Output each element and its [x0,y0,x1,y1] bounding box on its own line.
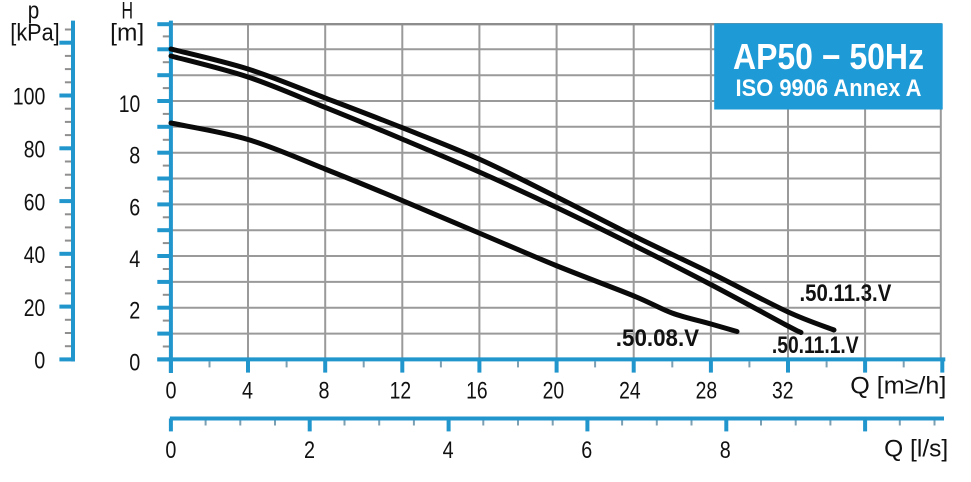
svg-text:28: 28 [696,377,718,404]
svg-text:4: 4 [443,437,454,464]
svg-text:2: 2 [304,437,315,464]
svg-text:0: 0 [165,437,176,464]
svg-text:Q [l/s]: Q [l/s] [884,436,948,463]
svg-text:8: 8 [319,377,330,404]
svg-text:8: 8 [720,437,731,464]
svg-text:ISO 9906 Annex A: ISO 9906 Annex A [736,75,922,102]
svg-text:H: H [121,0,133,25]
svg-text:[m]: [m] [110,20,144,47]
svg-text:.50.11.1.V: .50.11.1.V [772,332,859,359]
svg-text:8: 8 [129,143,140,170]
svg-text:40: 40 [24,242,46,269]
svg-text:0: 0 [166,377,177,404]
svg-text:32: 32 [772,377,794,404]
svg-text:20: 20 [543,377,565,404]
svg-text:Q [m≥/h]: Q [m≥/h] [850,372,946,399]
svg-text:6: 6 [129,194,140,221]
svg-text:100: 100 [13,84,46,111]
svg-text:.50.08.V: .50.08.V [616,325,699,352]
svg-text:0: 0 [129,349,140,376]
svg-text:6: 6 [581,437,592,464]
svg-text:2: 2 [129,298,140,325]
svg-text:16: 16 [466,377,488,404]
svg-text:24: 24 [619,377,641,404]
svg-text:0: 0 [34,348,45,375]
svg-text:AP50 − 50Hz: AP50 − 50Hz [733,36,924,77]
svg-text:80: 80 [24,137,46,164]
svg-text:[kPa]: [kPa] [10,20,59,47]
svg-text:.50.11.3.V: .50.11.3.V [800,280,892,307]
svg-text:60: 60 [24,189,46,216]
svg-text:12: 12 [390,377,412,404]
svg-text:10: 10 [119,91,141,118]
svg-text:20: 20 [24,295,46,322]
svg-text:4: 4 [242,377,253,404]
svg-text:p: p [28,0,40,25]
svg-text:4: 4 [129,246,140,273]
